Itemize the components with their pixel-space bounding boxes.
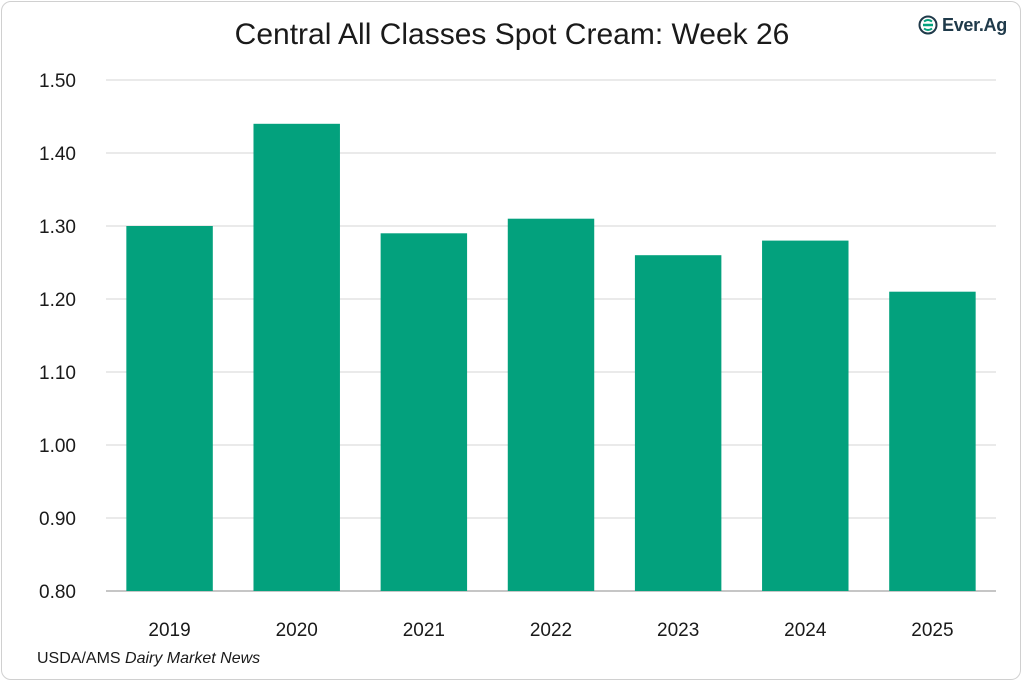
source-italic: Dairy Market News (125, 650, 261, 667)
x-tick-label: 2025 (911, 620, 953, 641)
x-tick-label: 2020 (276, 620, 318, 641)
chart-title: Central All Classes Spot Cream: Week 26 (234, 18, 790, 51)
y-tick-label: 0.80 (39, 582, 76, 603)
bar-2024 (762, 240, 849, 591)
everag-logo-icon (918, 15, 938, 35)
bar-2025 (889, 291, 976, 591)
x-tick-label: 2019 (148, 620, 190, 641)
y-tick-label: 1.30 (39, 217, 76, 238)
bar-2021 (380, 233, 468, 592)
y-tick-label: 1.40 (39, 144, 76, 165)
x-tick-label: 2024 (784, 620, 827, 641)
source-prefix: USDA/AMS (37, 650, 126, 667)
bar-2023 (634, 255, 722, 591)
y-tick-label: 1.20 (39, 290, 76, 311)
y-tick-label: 1.10 (39, 363, 76, 384)
source-note: USDA/AMS Dairy Market News (37, 650, 260, 668)
everag-logo: Ever.Ag (918, 12, 1007, 38)
bar-2022 (507, 218, 595, 591)
x-tick-label: 2023 (657, 620, 699, 641)
y-tick-label: 1.50 (39, 71, 76, 92)
everag-logo-text: Ever.Ag (942, 14, 1007, 35)
x-tick-label: 2022 (530, 620, 572, 641)
x-tick-label: 2021 (403, 620, 445, 641)
y-tick-label: 1.00 (39, 436, 76, 457)
bar-2020 (253, 123, 340, 592)
bar-2019 (126, 226, 213, 591)
y-tick-label: 0.90 (39, 509, 76, 530)
